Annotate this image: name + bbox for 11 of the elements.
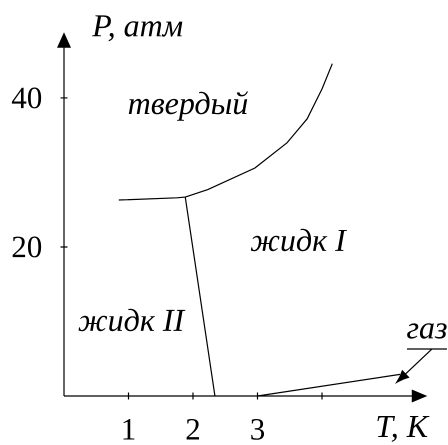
- annotation: твердый: [128, 91, 248, 121]
- x-tick-label: 1: [123, 419, 134, 440]
- annotation: жидк II: [78, 308, 186, 332]
- x-tick-label: 3: [251, 418, 264, 440]
- y-tick-label: 40: [12, 87, 42, 108]
- annotation: жидк I: [250, 228, 348, 252]
- annotation: газ: [407, 323, 447, 339]
- y-tick-label: 20: [12, 236, 42, 258]
- y-axis-title: P, атм: [92, 15, 182, 42]
- x-tick-label: 2: [186, 418, 200, 440]
- x-axis-title: T, K: [377, 416, 430, 442]
